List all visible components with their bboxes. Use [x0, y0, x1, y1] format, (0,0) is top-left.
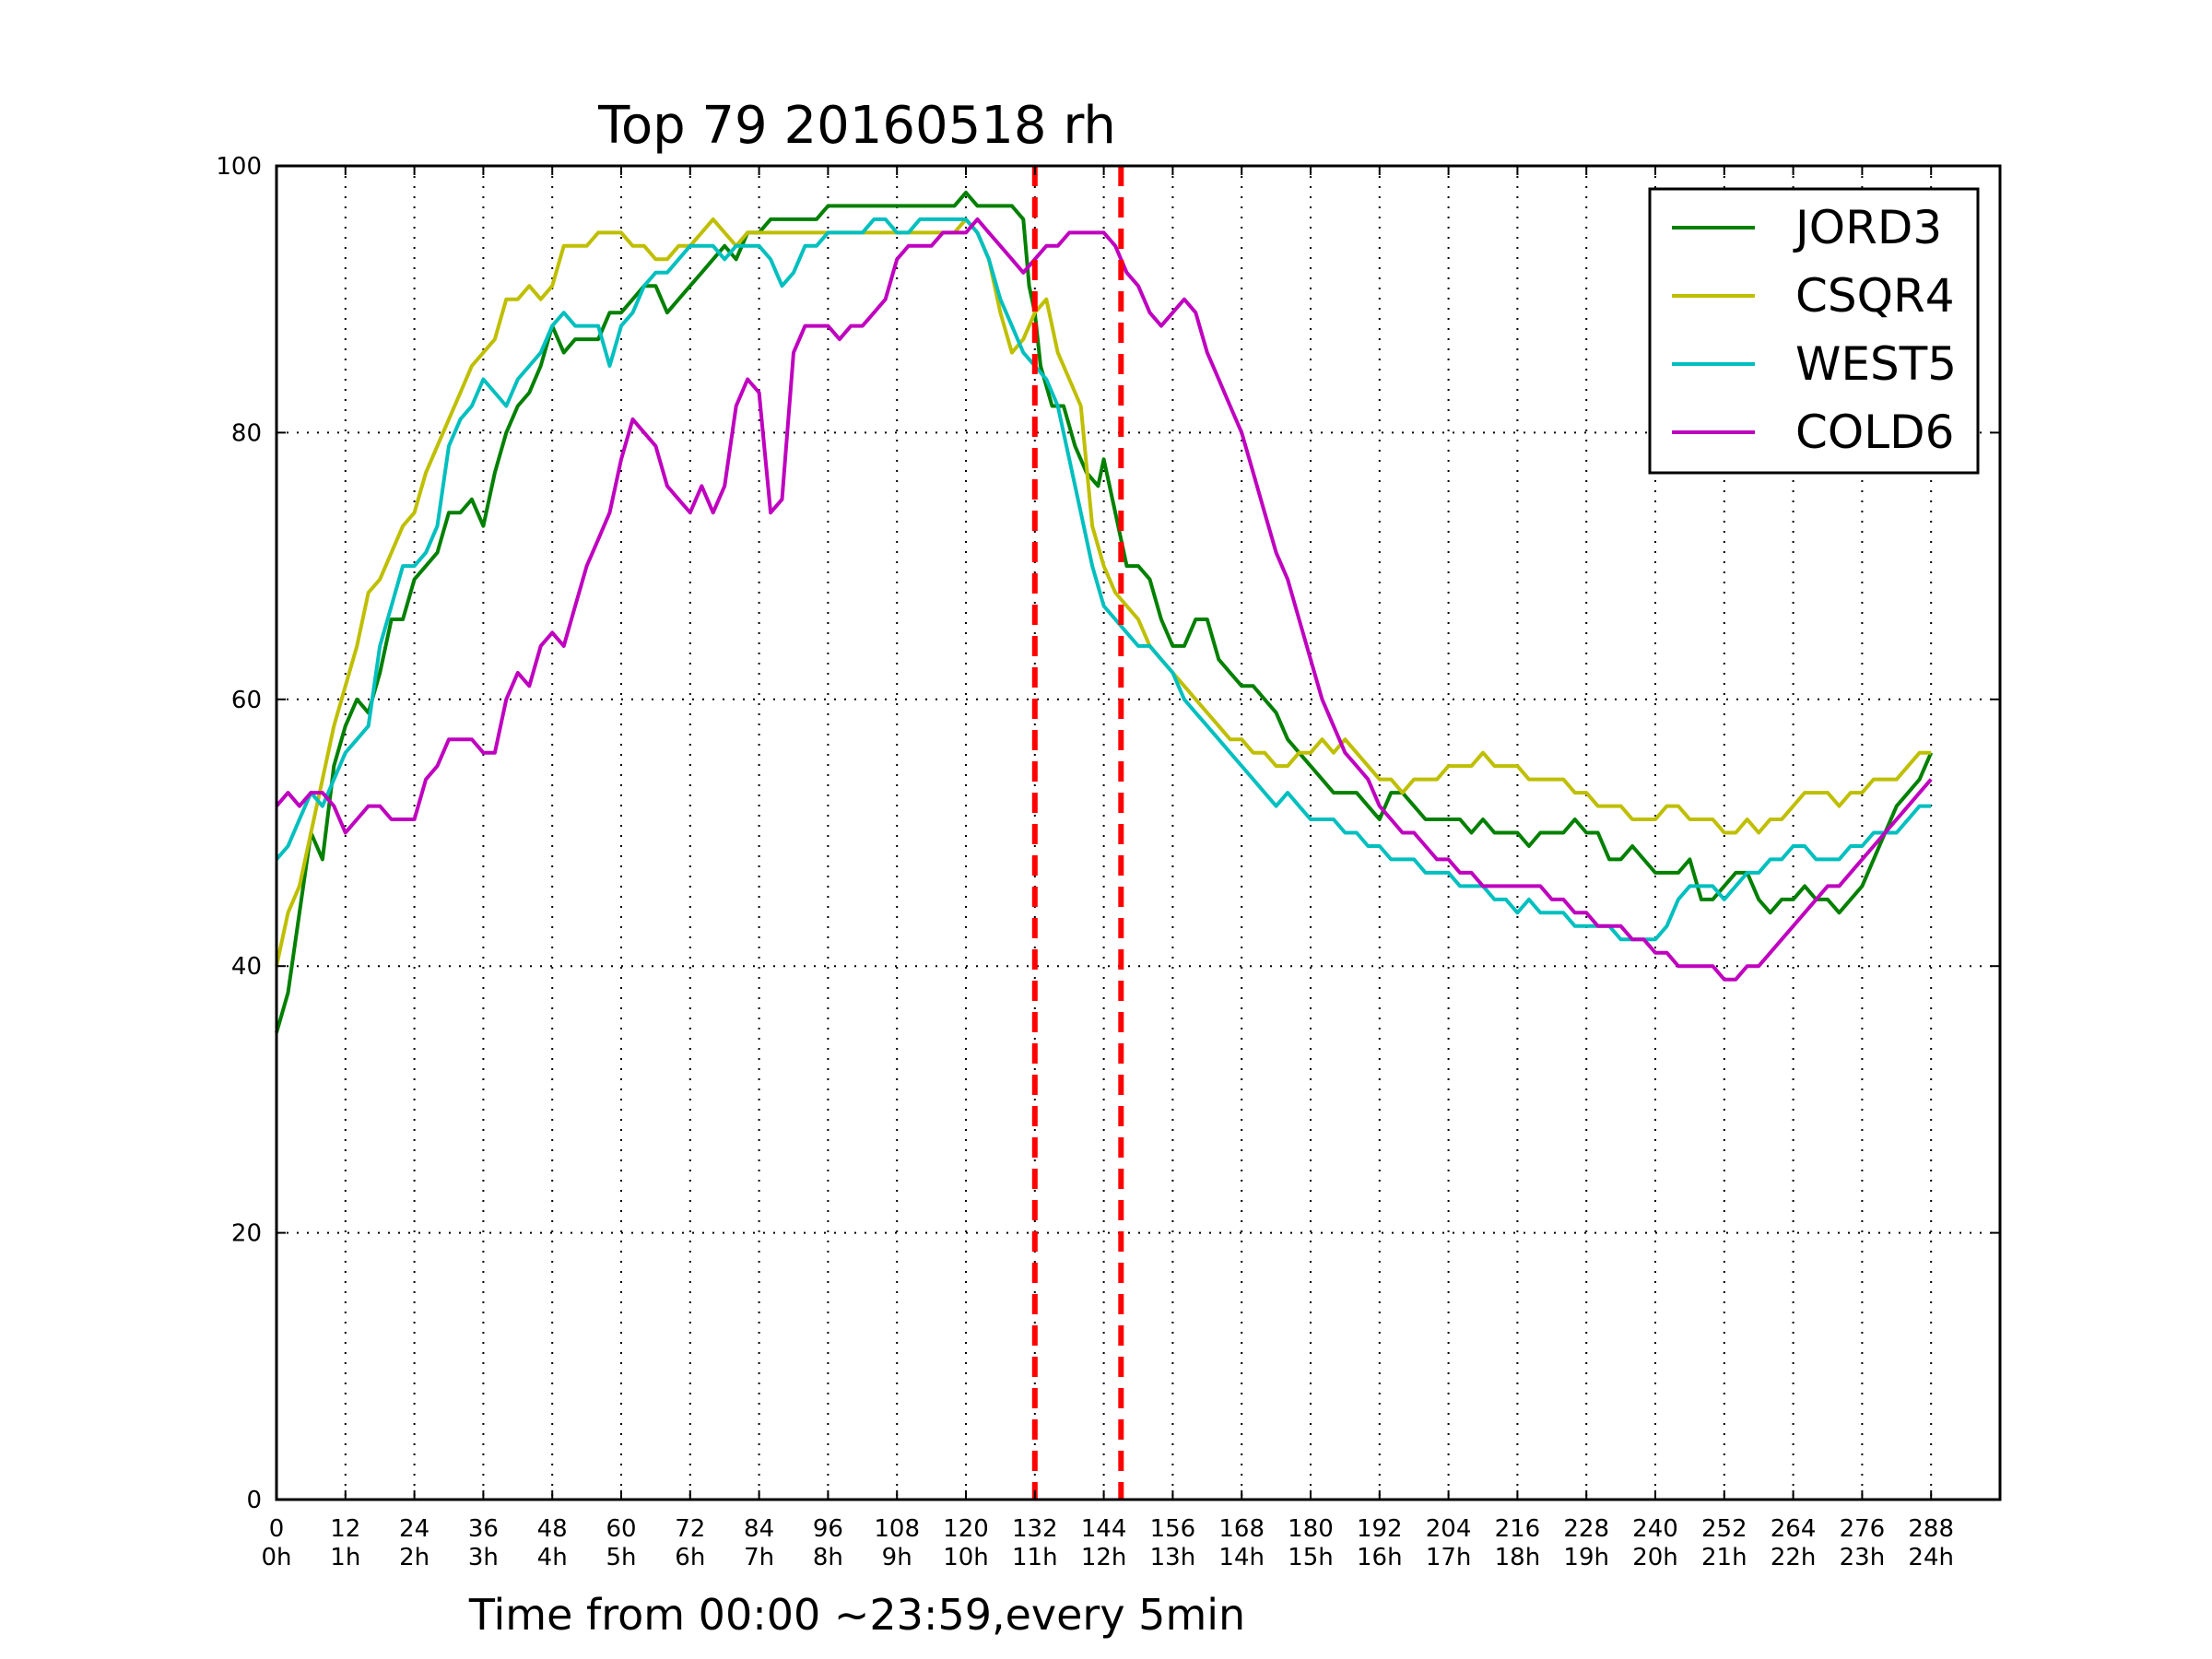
x-tick-sublabel: 21h [1701, 1544, 1747, 1571]
x-tick-label: 228 [1563, 1515, 1609, 1543]
x-tick-sublabel: 19h [1563, 1544, 1609, 1571]
x-tick-sublabel: 24h [1908, 1544, 1954, 1571]
plot-frame [275, 164, 2002, 1501]
x-tick-label: 240 [1632, 1515, 1678, 1543]
x-tick-label: 180 [1288, 1515, 1334, 1543]
legend-label: WEST5 [1795, 337, 1957, 391]
x-tick-sublabel: 13h [1150, 1544, 1196, 1571]
y-tick-label: 40 [231, 953, 262, 981]
x-tick-sublabel: 1h [330, 1544, 360, 1571]
series-line-csqr4 [275, 217, 1932, 967]
x-tick-label: 108 [874, 1515, 920, 1543]
legend-box [1648, 187, 1980, 475]
x-tick-label: 192 [1357, 1515, 1403, 1543]
legend-label: JORD3 [1793, 201, 1942, 254]
x-tick-label: 252 [1701, 1515, 1747, 1543]
x-tick-sublabel: 11h [1012, 1544, 1058, 1571]
y-axis-ticks: 0 20 40 60 80 100 [216, 153, 2000, 1514]
plot-series [275, 190, 1934, 1034]
y-tick-label: 0 [246, 1487, 262, 1514]
x-tick-label: 168 [1218, 1515, 1265, 1543]
x-tick-sublabel: 18h [1495, 1544, 1541, 1571]
x-tick-label: 84 [744, 1515, 774, 1543]
x-tick-sublabel: 2h [399, 1544, 429, 1571]
x-tick-label: 156 [1150, 1515, 1196, 1543]
y-tick-label: 100 [216, 153, 262, 181]
x-tick-sublabel: 0h [261, 1544, 291, 1571]
x-tick-sublabel: 9h [882, 1544, 912, 1571]
x-tick-label: 288 [1908, 1515, 1954, 1543]
x-tick-label: 12 [330, 1515, 360, 1543]
series-line-cold6 [275, 217, 1933, 982]
x-tick-sublabel: 20h [1632, 1544, 1678, 1571]
x-tick-sublabel: 22h [1771, 1544, 1817, 1571]
x-tick-label: 48 [537, 1515, 568, 1543]
x-axis-label: Time from 00:00 ~23:59,every 5min [468, 1590, 1245, 1640]
y-tick-label: 20 [231, 1220, 262, 1248]
series-line-jord3 [275, 190, 1934, 1034]
x-tick-sublabel: 23h [1840, 1544, 1886, 1571]
legend-label: COLD6 [1795, 406, 1954, 459]
x-tick-sublabel: 8h [813, 1544, 843, 1571]
x-tick-label: 24 [399, 1515, 429, 1543]
x-tick-sublabel: 15h [1288, 1544, 1334, 1571]
legend-label: CSQR4 [1795, 269, 1955, 323]
legend: JORD3 CSQR4 WEST5 COLD6 [1648, 187, 1980, 475]
x-tick-sublabel: 5h [606, 1544, 636, 1571]
x-tick-label: 276 [1840, 1515, 1886, 1543]
x-tick-label: 264 [1771, 1515, 1817, 1543]
x-tick-sublabel: 16h [1357, 1544, 1403, 1571]
x-tick-sublabel: 3h [468, 1544, 499, 1571]
x-tick-sublabel: 14h [1218, 1544, 1265, 1571]
y-tick-label: 60 [231, 687, 262, 714]
x-tick-label: 120 [943, 1515, 989, 1543]
x-tick-sublabel: 17h [1426, 1544, 1472, 1571]
grid-lines [276, 166, 2000, 1500]
x-tick-sublabel: 12h [1081, 1544, 1127, 1571]
x-tick-label: 60 [606, 1515, 636, 1543]
x-tick-sublabel: 10h [943, 1544, 989, 1571]
x-tick-sublabel: 7h [744, 1544, 774, 1571]
x-tick-label: 132 [1012, 1515, 1058, 1543]
x-tick-label: 72 [675, 1515, 705, 1543]
x-tick-label: 36 [468, 1515, 499, 1543]
y-tick-label: 80 [231, 419, 262, 447]
x-tick-sublabel: 4h [537, 1544, 568, 1571]
chart-title: Top 79 20160518 rh [597, 96, 1116, 156]
x-tick-label: 0 [269, 1515, 285, 1543]
x-tick-label: 96 [813, 1515, 843, 1543]
x-tick-label: 204 [1426, 1515, 1472, 1543]
x-tick-label: 216 [1495, 1515, 1541, 1543]
x-tick-label: 144 [1081, 1515, 1127, 1543]
x-tick-sublabel: 6h [675, 1544, 705, 1571]
series-line-west5 [275, 217, 1932, 942]
reference-lines [1031, 166, 1124, 1500]
